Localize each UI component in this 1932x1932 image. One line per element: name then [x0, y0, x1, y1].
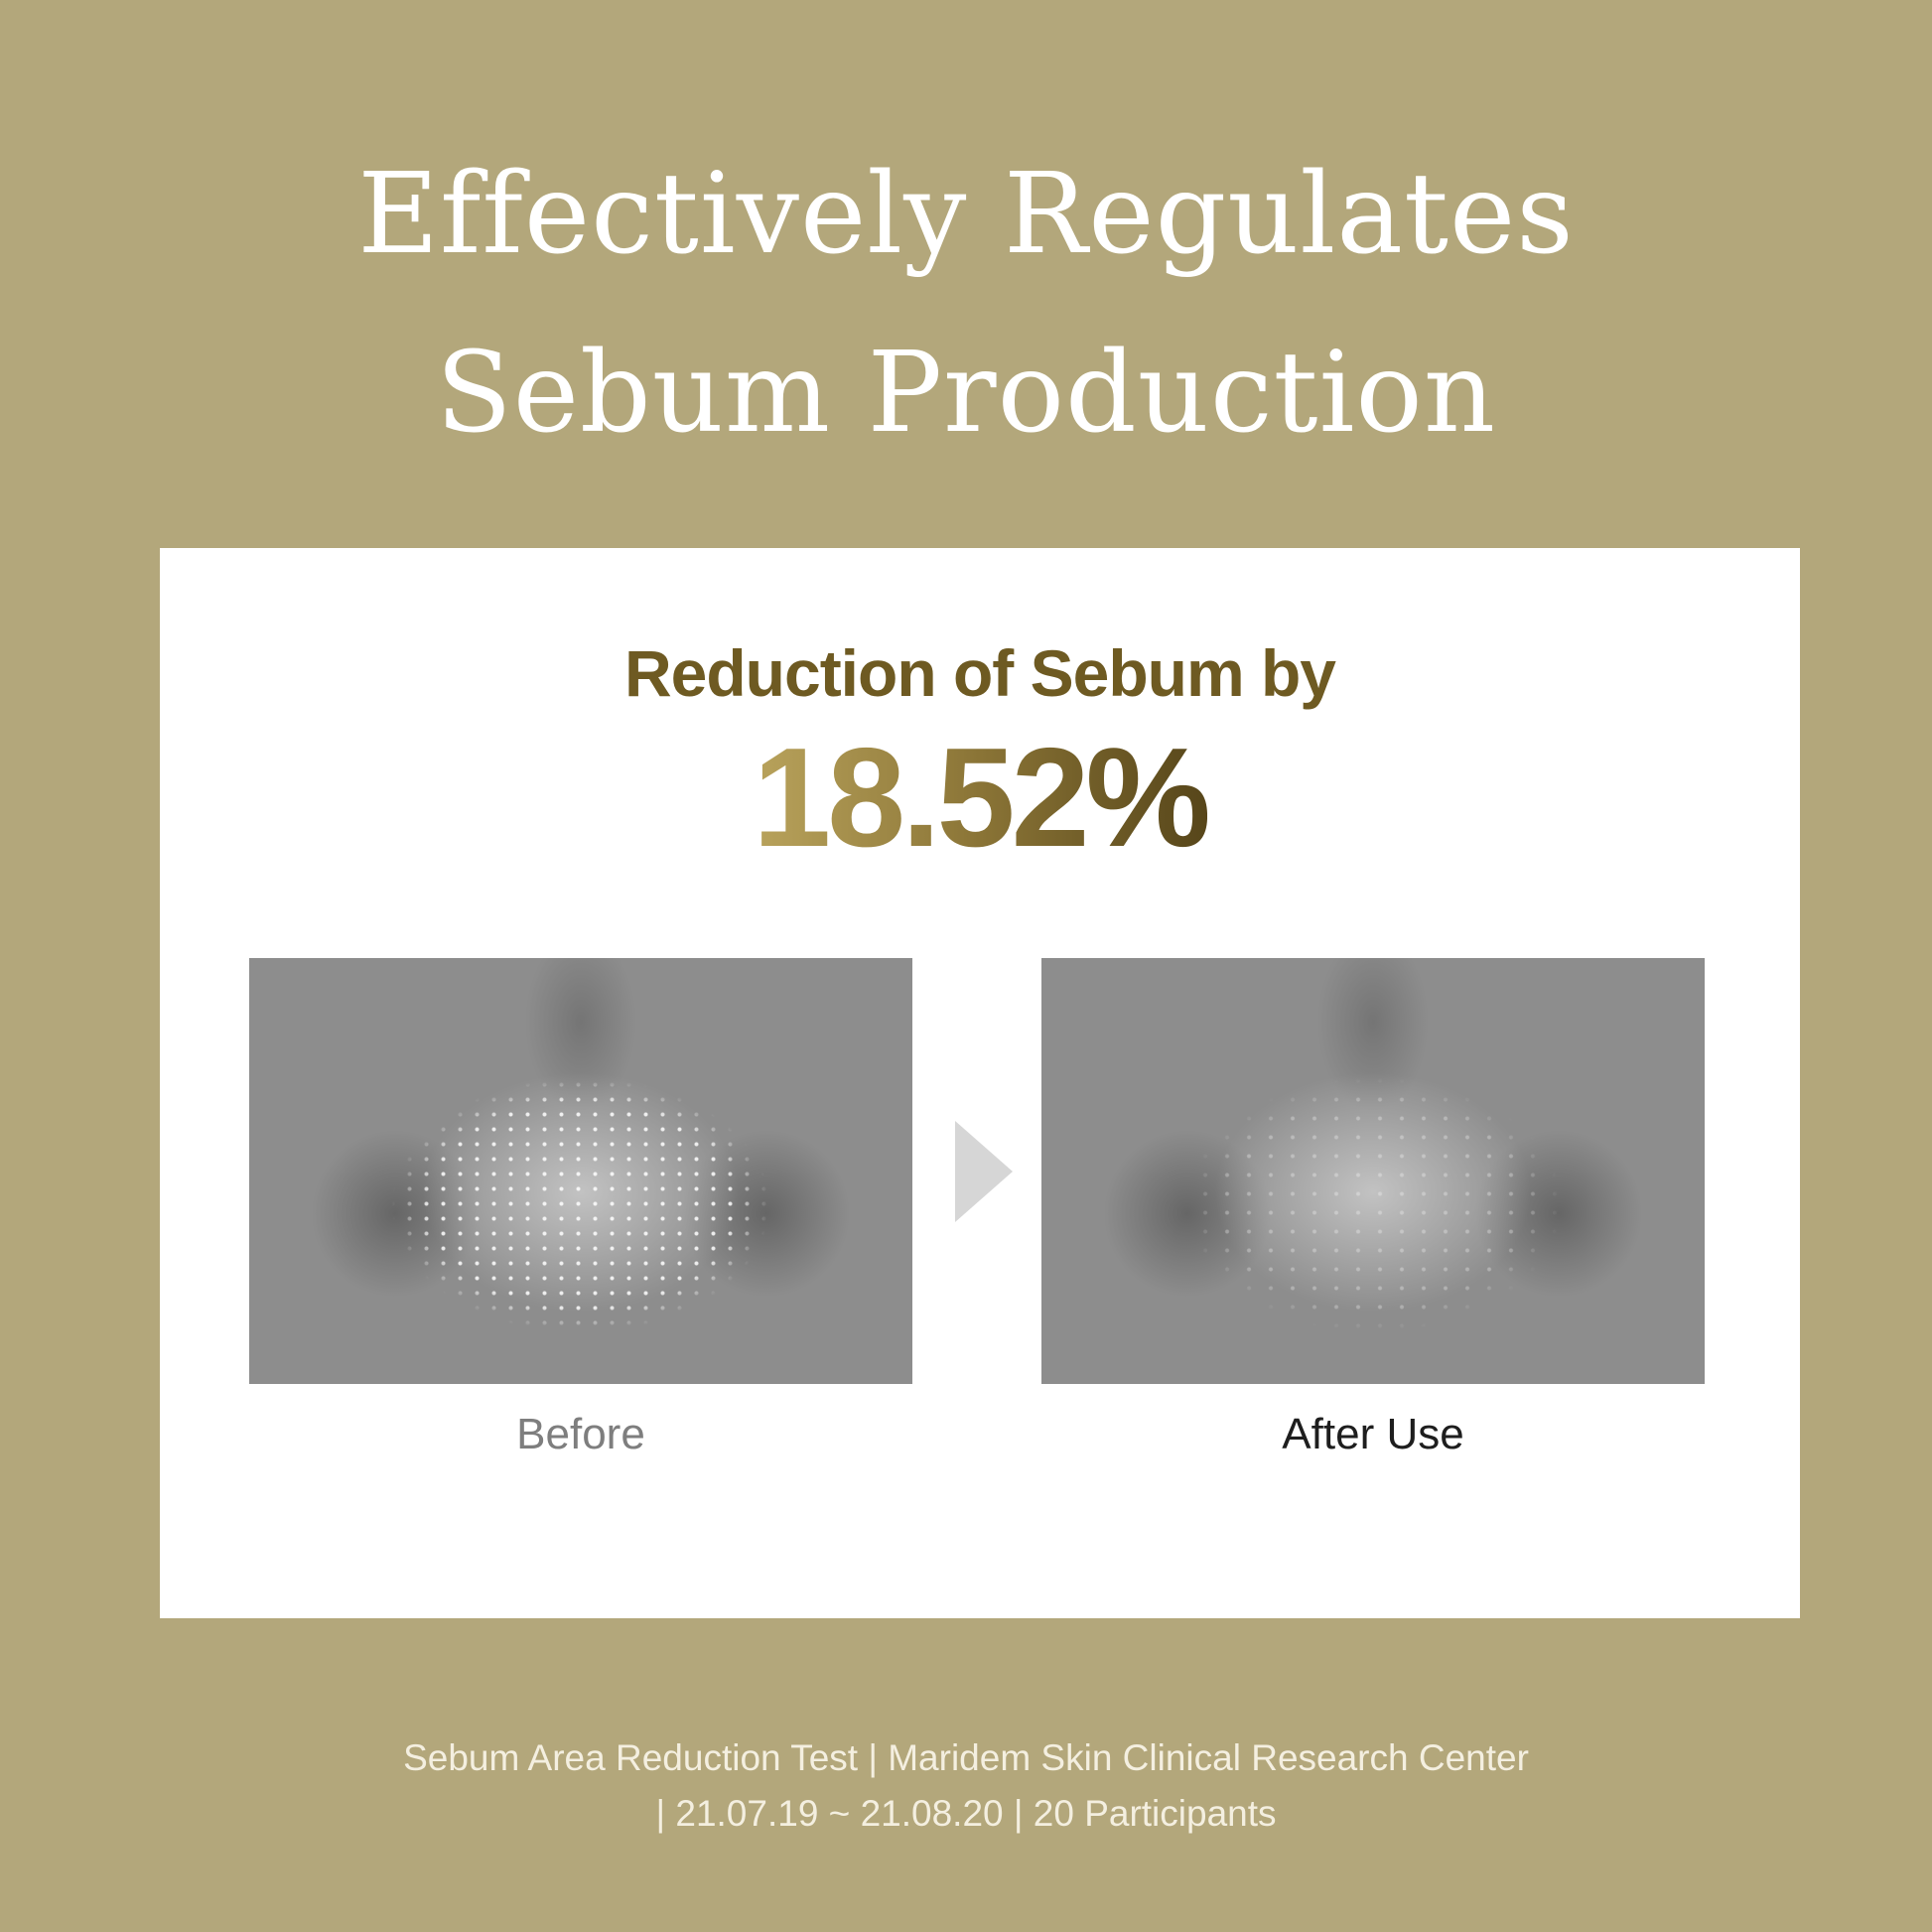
triangle-right-icon — [955, 1121, 1013, 1222]
headline-line-2: Sebum Production — [436, 329, 1496, 458]
after-photo — [1041, 958, 1705, 1384]
footnote-line-1: Sebum Area Reduction Test | Maridem Skin… — [403, 1737, 1529, 1778]
results-card: Reduction of Sebum by 18.52% Before Afte… — [160, 548, 1800, 1618]
reduction-subtitle: Reduction of Sebum by — [623, 636, 1336, 710]
before-photo — [249, 958, 912, 1384]
headline-line-1: Effectively Regulates — [357, 150, 1575, 279]
before-label: Before — [516, 1410, 645, 1458]
percentage-value: 18.52% — [753, 719, 1211, 877]
sebum-dots — [249, 958, 912, 1384]
footnote-line-2: | 21.07.19 ~ 21.08.20 | 20 Participants — [655, 1793, 1277, 1834]
after-label: After Use — [1282, 1410, 1464, 1458]
sebum-dots — [1041, 958, 1705, 1384]
reduction-percentage: 18.52% — [160, 717, 1800, 880]
